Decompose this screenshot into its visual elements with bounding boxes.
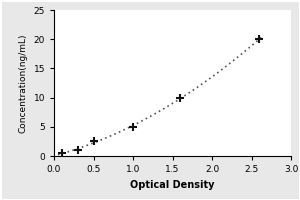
Y-axis label: Concentration(ng/mL): Concentration(ng/mL) (19, 33, 28, 133)
X-axis label: Optical Density: Optical Density (130, 180, 215, 190)
